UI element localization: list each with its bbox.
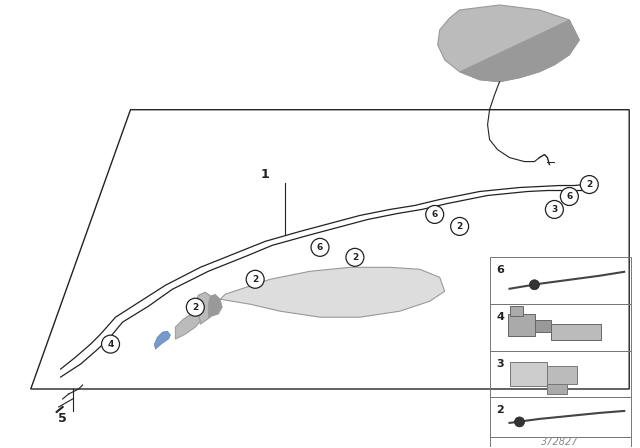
- Text: 3: 3: [497, 359, 504, 369]
- Circle shape: [186, 298, 204, 316]
- Text: 2: 2: [586, 180, 593, 189]
- Text: 3: 3: [551, 205, 557, 214]
- Bar: [490, 257, 631, 304]
- Bar: [536, 320, 552, 332]
- Bar: [547, 366, 577, 384]
- Bar: [547, 384, 568, 394]
- Polygon shape: [208, 294, 222, 317]
- Text: 6: 6: [317, 243, 323, 252]
- Polygon shape: [220, 267, 445, 317]
- Text: 6: 6: [566, 192, 573, 201]
- Circle shape: [346, 248, 364, 266]
- Text: 372827: 372827: [541, 437, 578, 447]
- Bar: [509, 362, 547, 386]
- Text: 2: 2: [456, 222, 463, 231]
- Polygon shape: [175, 313, 200, 339]
- Circle shape: [426, 206, 444, 224]
- Bar: [509, 306, 524, 316]
- Polygon shape: [460, 20, 579, 82]
- Circle shape: [102, 335, 120, 353]
- Circle shape: [451, 217, 468, 235]
- Circle shape: [529, 280, 540, 290]
- Text: 4: 4: [108, 340, 114, 349]
- Text: 5: 5: [58, 413, 67, 426]
- Text: 2: 2: [192, 303, 198, 312]
- Polygon shape: [195, 292, 215, 324]
- Circle shape: [545, 201, 563, 219]
- Circle shape: [311, 238, 329, 256]
- Bar: [490, 397, 631, 437]
- Circle shape: [580, 176, 598, 194]
- Bar: [490, 437, 631, 448]
- Circle shape: [246, 270, 264, 288]
- Bar: [552, 323, 601, 340]
- Bar: [490, 351, 631, 397]
- Bar: [508, 314, 536, 336]
- Text: 1: 1: [260, 168, 269, 181]
- Text: 2: 2: [497, 405, 504, 415]
- Bar: [490, 304, 631, 351]
- Text: 2: 2: [352, 253, 358, 262]
- Circle shape: [561, 188, 579, 206]
- Text: 4: 4: [497, 312, 504, 322]
- Text: 6: 6: [431, 210, 438, 219]
- Polygon shape: [154, 331, 170, 349]
- Text: 2: 2: [252, 275, 259, 284]
- Circle shape: [515, 417, 524, 427]
- Polygon shape: [438, 5, 579, 82]
- Text: 6: 6: [497, 265, 504, 276]
